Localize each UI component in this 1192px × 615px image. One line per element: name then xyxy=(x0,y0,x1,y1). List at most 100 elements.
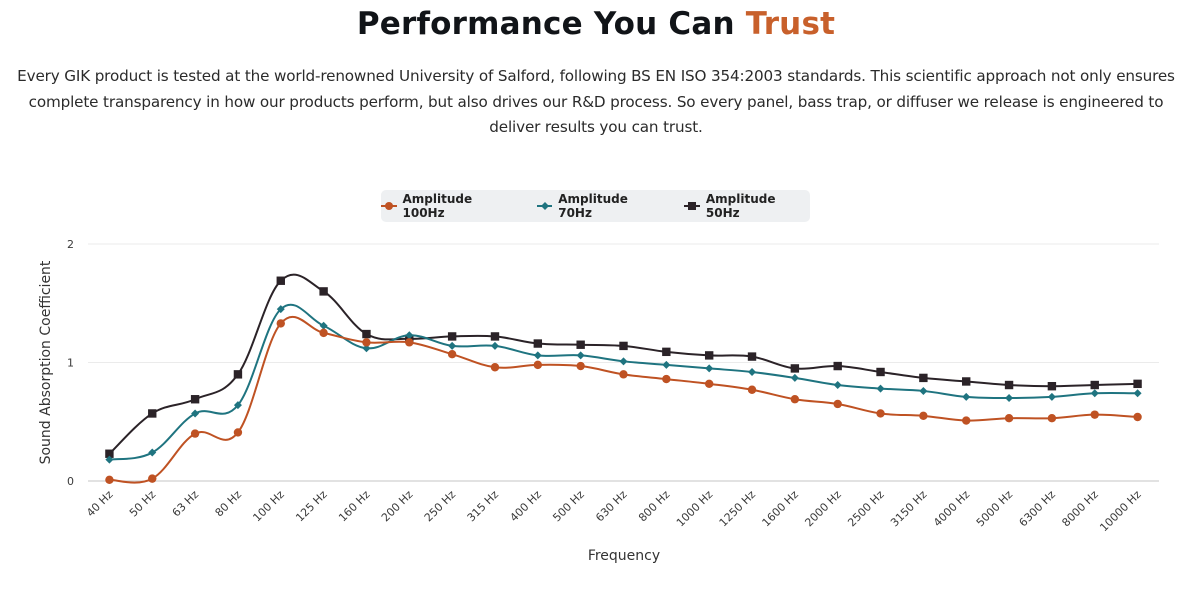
data-point[interactable] xyxy=(876,384,885,393)
data-point[interactable] xyxy=(1005,394,1014,403)
y-tick-label: 2 xyxy=(67,238,74,251)
data-point[interactable] xyxy=(191,409,200,418)
data-point[interactable] xyxy=(1004,413,1014,423)
data-point[interactable] xyxy=(704,379,714,389)
x-tick-label: 3150 Hz xyxy=(888,488,930,530)
data-point[interactable] xyxy=(319,321,328,330)
data-point[interactable] xyxy=(362,338,371,347)
x-tick-label: 200 Hz xyxy=(379,488,416,525)
data-point[interactable] xyxy=(705,364,714,373)
data-point[interactable] xyxy=(405,331,414,340)
data-point[interactable] xyxy=(405,338,414,347)
data-point[interactable] xyxy=(833,361,842,371)
data-point[interactable] xyxy=(533,351,542,360)
data-point[interactable] xyxy=(919,373,928,383)
x-tick-label: 2000 Hz xyxy=(802,488,844,530)
data-point[interactable] xyxy=(490,341,499,350)
data-point[interactable] xyxy=(833,399,842,409)
data-point[interactable] xyxy=(533,339,543,348)
data-point[interactable] xyxy=(1004,380,1014,390)
data-point[interactable] xyxy=(447,332,457,341)
data-point[interactable] xyxy=(662,374,671,384)
data-point[interactable] xyxy=(276,319,285,328)
data-point[interactable] xyxy=(1047,382,1057,391)
data-point[interactable] xyxy=(747,385,757,394)
data-point[interactable] xyxy=(790,373,799,382)
data-point[interactable] xyxy=(619,370,628,379)
x-tick-label: 315 Hz xyxy=(465,488,502,525)
x-tick-label: 1000 Hz xyxy=(674,488,716,530)
legend-item-amplitude-70hz[interactable]: Amplitude 70Hz xyxy=(536,192,663,220)
data-point[interactable] xyxy=(362,329,371,339)
data-point[interactable] xyxy=(276,305,285,314)
data-point[interactable] xyxy=(276,276,285,285)
series-amplitude-70hz xyxy=(105,303,1142,464)
title-accent: Trust xyxy=(745,6,836,42)
square-marker-icon xyxy=(684,202,700,210)
data-point[interactable] xyxy=(148,448,157,457)
data-point[interactable] xyxy=(704,351,714,360)
data-point[interactable] xyxy=(1090,410,1099,419)
data-point[interactable] xyxy=(105,455,114,464)
data-point[interactable] xyxy=(362,344,371,353)
data-point[interactable] xyxy=(662,360,671,369)
data-point[interactable] xyxy=(1090,380,1099,390)
data-point[interactable] xyxy=(1133,389,1142,398)
data-point[interactable] xyxy=(490,363,500,372)
data-point[interactable] xyxy=(747,352,757,361)
diamond-marker-icon xyxy=(536,202,553,210)
data-point[interactable] xyxy=(1133,379,1142,389)
data-point[interactable] xyxy=(190,429,200,438)
data-point[interactable] xyxy=(576,361,585,371)
data-point[interactable] xyxy=(148,474,157,483)
data-point[interactable] xyxy=(105,449,114,458)
data-point[interactable] xyxy=(233,370,243,379)
data-point[interactable] xyxy=(790,364,800,373)
data-point[interactable] xyxy=(447,350,457,359)
x-tick-label: 630 Hz xyxy=(593,488,630,525)
data-point[interactable] xyxy=(1047,413,1057,423)
data-point[interactable] xyxy=(490,332,500,341)
x-tick-label: 400 Hz xyxy=(507,488,544,525)
title-main: Performance You Can xyxy=(356,6,746,42)
data-point[interactable] xyxy=(919,386,928,395)
data-point[interactable] xyxy=(1090,389,1099,398)
data-point[interactable] xyxy=(1133,412,1142,422)
data-point[interactable] xyxy=(233,428,243,437)
data-point[interactable] xyxy=(876,367,885,377)
data-point[interactable] xyxy=(1047,392,1056,401)
data-point[interactable] xyxy=(619,357,628,366)
y-axis-ticks: 0 1 2 xyxy=(67,238,74,488)
data-point[interactable] xyxy=(619,341,628,351)
line-chart: 0 1 2 40 Hz 50 Hz 63 Hz 80 Hz 100 Hz 125 Hz 160 … xyxy=(38,238,1159,564)
data-point[interactable] xyxy=(962,416,971,425)
x-tick-label: 80 Hz xyxy=(213,488,245,520)
data-point[interactable] xyxy=(962,392,971,401)
data-point[interactable] xyxy=(576,340,585,349)
x-tick-label: 1250 Hz xyxy=(717,488,759,530)
data-point[interactable] xyxy=(790,395,800,404)
data-point[interactable] xyxy=(919,411,928,421)
data-point[interactable] xyxy=(319,287,328,296)
data-point[interactable] xyxy=(190,395,200,404)
data-point[interactable] xyxy=(833,381,842,390)
x-axis-title: Frequency xyxy=(588,548,660,564)
data-point[interactable] xyxy=(962,377,971,386)
data-point[interactable] xyxy=(748,367,757,376)
data-point[interactable] xyxy=(233,401,242,410)
data-point[interactable] xyxy=(105,475,114,485)
data-point[interactable] xyxy=(533,360,543,370)
data-point[interactable] xyxy=(576,351,585,360)
x-tick-label: 6300 Hz xyxy=(1017,488,1059,530)
data-point[interactable] xyxy=(148,409,157,418)
series-amplitude-100hz xyxy=(105,315,1142,485)
page-title: Performance You Can Trust xyxy=(0,6,1192,42)
data-point[interactable] xyxy=(662,347,671,357)
data-point[interactable] xyxy=(448,341,457,350)
data-point[interactable] xyxy=(876,409,885,418)
legend-item-amplitude-100hz[interactable]: Amplitude 100Hz xyxy=(381,192,515,220)
data-point[interactable] xyxy=(319,328,328,338)
x-tick-label: 4000 Hz xyxy=(931,488,973,530)
legend-item-amplitude-50hz[interactable]: Amplitude 50Hz xyxy=(684,192,810,220)
x-tick-label: 10000 Hz xyxy=(1097,488,1143,534)
